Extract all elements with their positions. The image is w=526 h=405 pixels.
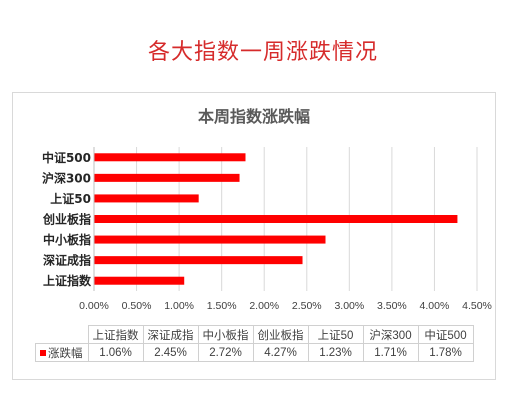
x-tick-label: 1.50% [207, 300, 237, 312]
table-value-cell: 2.72% [197, 343, 254, 362]
legend-key [40, 350, 46, 357]
page-heading: 各大指数一周涨跌情况 [147, 40, 378, 65]
table-value-cell: 1.71% [362, 343, 419, 362]
x-tick-label: 2.50% [292, 300, 322, 312]
y-category-label: 上证指数 [43, 273, 92, 288]
x-tick-label: 4.50% [462, 300, 492, 312]
bar [94, 235, 326, 244]
x-tick-label: 3.00% [334, 300, 364, 312]
table-value-cell: 4.27% [252, 343, 309, 362]
table-column-header: 中证500 [417, 325, 474, 344]
x-tick-label: 4.00% [420, 300, 450, 312]
table-column-header: 中小板指 [197, 325, 254, 344]
x-tick-label: 2.00% [249, 300, 279, 312]
y-category-label: 上证50 [50, 191, 91, 206]
bar [94, 276, 185, 285]
chart-area: 本周指数涨跌幅 0.00% 0.50% 1.00% 1.50% 2.00% 2.50% 3.0… [12, 92, 496, 380]
bar [94, 256, 303, 265]
y-category-label: 沪深300 [42, 170, 91, 185]
y-category-label: 创业板指 [42, 212, 91, 227]
y-category-label: 中证500 [42, 150, 91, 165]
x-tick-label: 3.50% [377, 300, 407, 312]
table-column-header: 沪深300 [362, 325, 419, 344]
bar [94, 215, 458, 223]
x-tick-label: 1.00% [164, 300, 194, 312]
table-column-header: 上证50 [307, 325, 364, 344]
x-tick-label: 0.00% [79, 300, 109, 312]
bar [94, 153, 246, 162]
y-category-label: 中小板指 [43, 232, 91, 247]
table-corner [35, 325, 89, 344]
table-column-header: 创业板指 [252, 325, 309, 344]
table-value-cell: 1.06% [87, 343, 144, 362]
table-column-header: 上证指数 [87, 325, 144, 344]
table-value-cell: 1.23% [307, 343, 364, 362]
bar-chart: 本周指数涨跌幅 0.00% 0.50% 1.00% 1.50% 2.00% 2.50% 3.0… [42, 107, 492, 312]
table-value-cell: 2.45% [142, 343, 199, 362]
table-row-header: 涨跌幅 [35, 343, 89, 362]
bar [94, 173, 240, 182]
data-table: 上证指数 深证成指 中小板指 创业板指 上证50 沪深300 中证500 涨跌幅 1.06% 2.… [35, 325, 474, 362]
series-name: 涨跌幅 [48, 347, 83, 360]
chart-title: 本周指数涨跌幅 [198, 107, 310, 126]
x-tick-label: 0.50% [122, 300, 152, 312]
table-column-header: 深证成指 [142, 325, 199, 344]
y-category-label: 深证成指 [43, 253, 91, 268]
bar [94, 194, 199, 203]
table-value-cell: 1.78% [417, 343, 474, 362]
